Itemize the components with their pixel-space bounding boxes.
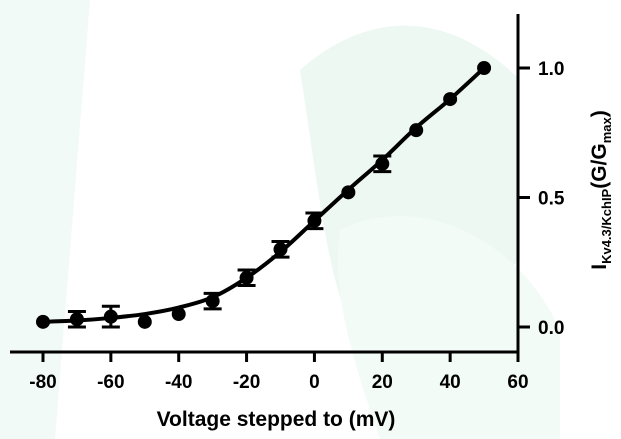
data-point (307, 213, 322, 228)
data-point (137, 314, 152, 329)
y-axis-title-main: I (588, 264, 611, 270)
x-tick-label: -40 (165, 372, 192, 393)
x-tick-label: -60 (97, 372, 124, 393)
data-point (375, 156, 390, 171)
x-tick-label: 40 (440, 372, 461, 393)
y-tick-label: 0.0 (538, 318, 564, 339)
data-point (443, 92, 458, 107)
data-point (273, 242, 288, 257)
background-decoration (0, 0, 560, 439)
y-axis-title-subscript: Kv4.3/KchIP (599, 188, 614, 263)
x-tick-label: 0 (309, 372, 320, 393)
x-axis-title: Voltage stepped to (mV) (157, 408, 396, 431)
x-tick-label: -20 (233, 372, 260, 393)
data-points (36, 61, 492, 329)
data-point (409, 123, 424, 138)
x-tick-label: -80 (29, 372, 56, 393)
data-point (205, 294, 220, 309)
data-point (36, 314, 50, 329)
data-point (103, 309, 118, 324)
y-axis-title: IKv4.3/KchIP(G/Gmax) (588, 110, 614, 270)
data-point (341, 185, 356, 200)
data-point (171, 307, 186, 322)
y-tick-label: 1.0 (538, 59, 564, 80)
axes (10, 14, 520, 354)
x-tick-label: 60 (507, 372, 528, 393)
data-point (69, 312, 84, 327)
data-point (477, 61, 492, 75)
y-axis-title-paren-subscript: max (599, 116, 614, 143)
y-axis-title-paren-open: (G/G (588, 143, 611, 189)
y-ticks: 0.0 0.5 1.0 (518, 59, 565, 339)
y-axis-title-paren-close: ) (588, 110, 611, 117)
y-tick-label: 0.5 (538, 189, 565, 210)
data-point (239, 270, 254, 285)
x-tick-label: 20 (372, 372, 393, 393)
x-ticks: -80 -60 -40 -20 0 20 40 60 (29, 352, 529, 393)
